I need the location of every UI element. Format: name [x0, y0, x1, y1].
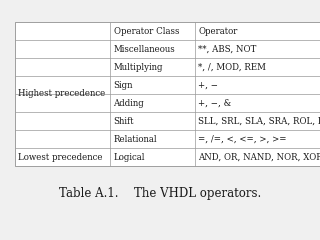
Text: +, −: +, − — [198, 80, 219, 90]
Text: Table A.1.  The VHDL operators.: Table A.1. The VHDL operators. — [59, 187, 261, 200]
Text: Multiplying: Multiplying — [114, 62, 163, 72]
Text: Miscellaneous: Miscellaneous — [114, 44, 175, 54]
Text: +, −, &: +, −, & — [198, 98, 232, 108]
Text: SLL, SRL, SLA, SRA, ROL, ROR: SLL, SRL, SLA, SRA, ROL, ROR — [198, 116, 320, 126]
Text: Shift: Shift — [114, 116, 134, 126]
Text: *, /, MOD, REM: *, /, MOD, REM — [198, 62, 266, 72]
Text: Lowest precedence: Lowest precedence — [19, 152, 103, 162]
Text: Sign: Sign — [114, 80, 133, 90]
Text: Highest precedence: Highest precedence — [19, 90, 106, 98]
Text: Logical: Logical — [114, 152, 145, 162]
Text: Operator Class: Operator Class — [114, 26, 179, 36]
Text: **, ABS, NOT: **, ABS, NOT — [198, 44, 257, 54]
Text: =, /=, <, <=, >, >=: =, /=, <, <=, >, >= — [198, 134, 287, 144]
Bar — [15, 22, 320, 166]
Text: Operator: Operator — [198, 26, 238, 36]
Text: Adding: Adding — [114, 98, 144, 108]
Text: Relational: Relational — [114, 134, 157, 144]
Text: AND, OR, NAND, NOR, XOR, XNOR: AND, OR, NAND, NOR, XOR, XNOR — [198, 152, 320, 162]
